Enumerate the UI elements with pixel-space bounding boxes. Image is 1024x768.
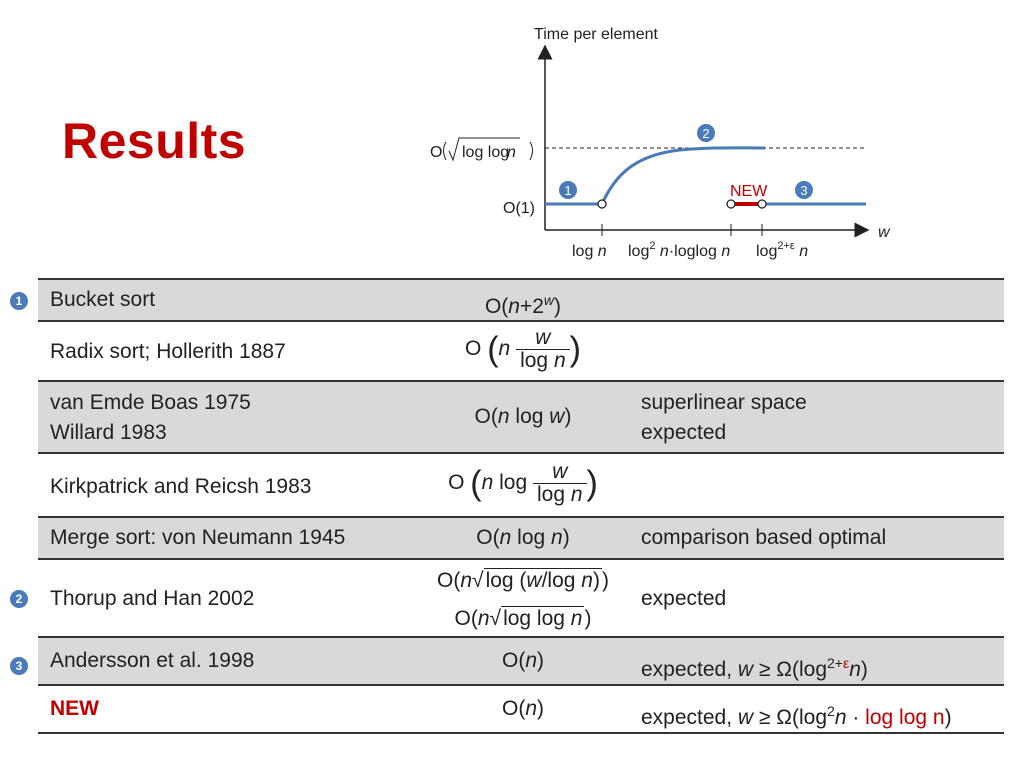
y-tick-paren-right (529, 141, 533, 161)
row-complexity-line2: O(n√log log n) (454, 606, 592, 630)
table-row: Merge sort: von Neumann 1945 O(n log n) … (38, 518, 1004, 560)
row-note: expected, w ≥ Ω(log2+εn) (641, 655, 868, 681)
row-note-line2: expected (641, 421, 727, 444)
row-marker-3: 3 (10, 657, 28, 675)
y-tick-sqrt-n: n (507, 144, 516, 161)
row-complexity: O(n) (501, 649, 544, 672)
row-name: Bucket sort (50, 288, 156, 311)
row-complexity: O(n log n) (476, 526, 570, 549)
row-name: Thorup and Han 2002 (50, 587, 255, 610)
table-row: Thorup and Han 2002 O(n√log (w/log n)) O… (38, 560, 1004, 638)
series-curve (600, 146, 766, 205)
table-row: Radix sort; Hollerith 1887 O (n w log n) (38, 322, 1004, 382)
marker-2-text: 2 (702, 126, 709, 141)
point-new-start (726, 199, 736, 209)
point-log-n (597, 199, 607, 209)
row-name: Merge sort: von Neumann 1945 (50, 526, 346, 549)
page-title: Results (62, 113, 247, 169)
row-complexity: O (n log w log n) (448, 459, 598, 506)
y-tick-sqrt-text: log log (462, 144, 509, 161)
y-tick-paren-left (443, 141, 447, 161)
y-tick-o: O (430, 144, 442, 161)
marker-3-text: 3 (800, 183, 807, 198)
row-name-new: NEW (50, 697, 99, 720)
row-name: Radix sort; Hollerith 1887 (50, 340, 286, 363)
row-marker-1: 1 (10, 292, 28, 310)
row-complexity-line1: O(n√log (w/log n)) (437, 568, 609, 592)
y-tick-one: O(1) (503, 200, 535, 217)
y-axis-label: Time per element (534, 26, 658, 43)
table-row: van Emde Boas 1975 Willard 1983 O(n log … (38, 382, 1004, 454)
table-row: Bucket sort O(n+2w) (38, 280, 1004, 322)
row-complexity: O(n) (501, 697, 544, 720)
table-row: Kirkpatrick and Reicsh 1983 O (n log w lo… (38, 454, 1004, 518)
row-marker-2: 2 (10, 590, 28, 608)
row-complexity: O(n log w) (474, 405, 572, 428)
row-name-line2: Willard 1983 (50, 421, 167, 444)
row-name: Kirkpatrick and Reicsh 1983 (50, 475, 312, 498)
marker-1-text: 1 (564, 183, 571, 198)
row-note: comparison based optimal (641, 526, 887, 549)
x-tick-3-label: log2+ε n (756, 240, 808, 260)
row-name: Andersson et al. 1998 (50, 649, 255, 672)
new-chart-label: NEW (730, 183, 768, 200)
x-axis-label: w (878, 224, 891, 241)
row-note: expected (641, 587, 727, 610)
x-tick-1-label: log n (572, 243, 607, 260)
marker-1 (559, 181, 577, 199)
point-new-end (757, 199, 767, 209)
marker-2 (697, 124, 715, 142)
table-top-border (38, 278, 1004, 280)
row-note-line1: superlinear space (641, 391, 807, 414)
row-complexity: O(n+2w) (484, 292, 562, 318)
table-row: NEW O(n) expected, w ≥ Ω(log2n · log log… (38, 686, 1004, 734)
table-row: Andersson et al. 1998 O(n) expected, w ≥… (38, 638, 1004, 686)
row-name-line1: van Emde Boas 1975 (50, 391, 251, 414)
row-complexity: O (n w log n) (465, 325, 581, 372)
row-note: expected, w ≥ Ω(log2n · log log n) (641, 703, 952, 729)
time-per-element-chart: Time per element w O log log n O(1) NEW … (430, 26, 891, 260)
y-tick-sqrt-sign (448, 137, 520, 162)
marker-3 (795, 181, 813, 199)
x-tick-2-label: log2 n·loglog n (628, 240, 730, 260)
